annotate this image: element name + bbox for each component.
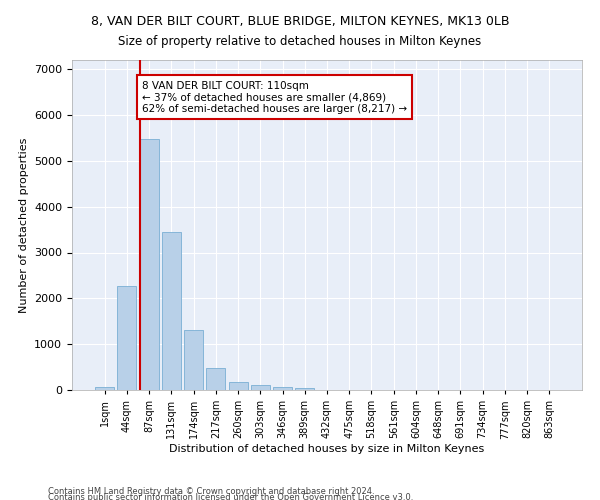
Bar bbox=[229, 382, 248, 390]
Text: 8, VAN DER BILT COURT, BLUE BRIDGE, MILTON KEYNES, MK13 0LB: 8, VAN DER BILT COURT, BLUE BRIDGE, MILT… bbox=[91, 15, 509, 28]
Bar bbox=[140, 139, 158, 390]
Bar bbox=[251, 386, 270, 390]
Bar bbox=[118, 286, 136, 390]
Text: Contains public sector information licensed under the Open Government Licence v3: Contains public sector information licen… bbox=[48, 492, 413, 500]
Bar bbox=[95, 386, 114, 390]
Text: Contains HM Land Registry data © Crown copyright and database right 2024.: Contains HM Land Registry data © Crown c… bbox=[48, 486, 374, 496]
Bar bbox=[295, 388, 314, 390]
Text: 8 VAN DER BILT COURT: 110sqm
← 37% of detached houses are smaller (4,869)
62% of: 8 VAN DER BILT COURT: 110sqm ← 37% of de… bbox=[142, 80, 407, 114]
Bar bbox=[273, 386, 292, 390]
Text: Size of property relative to detached houses in Milton Keynes: Size of property relative to detached ho… bbox=[118, 35, 482, 48]
Y-axis label: Number of detached properties: Number of detached properties bbox=[19, 138, 29, 312]
Bar bbox=[206, 368, 225, 390]
Bar bbox=[184, 330, 203, 390]
Bar bbox=[162, 232, 181, 390]
X-axis label: Distribution of detached houses by size in Milton Keynes: Distribution of detached houses by size … bbox=[169, 444, 485, 454]
